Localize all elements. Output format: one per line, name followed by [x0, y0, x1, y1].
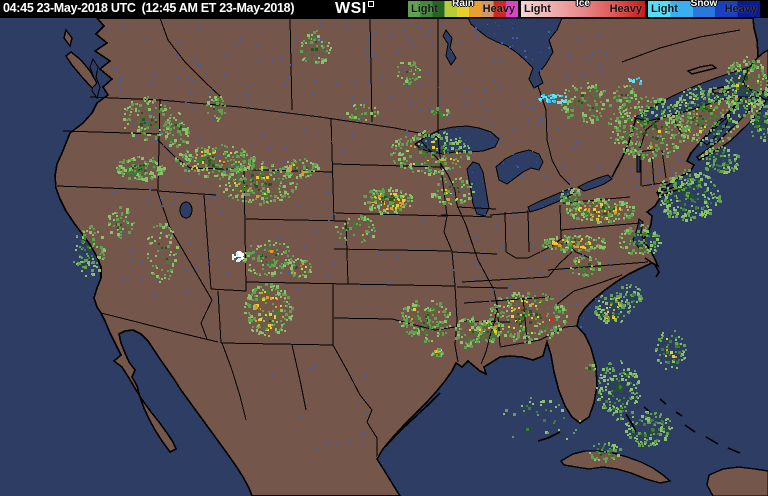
legend-rain-light-label: Light	[411, 3, 438, 15]
timestamp-utc: 04:45 23-May-2018 UTC	[3, 1, 136, 15]
radar-echo-layer	[0, 18, 768, 496]
timestamp: 04:45 23-May-2018 UTC (12:45 AM ET 23-May…	[3, 1, 295, 15]
legend-ice-label: Ice	[576, 0, 590, 9]
wsi-trademark-icon	[367, 1, 374, 7]
legend-ice-ramp: Ice Light Heavy	[521, 0, 645, 17]
timestamp-local: (12:45 AM ET 23-May-2018)	[141, 1, 295, 15]
wsi-logo: WSI	[335, 0, 374, 18]
legend-snow-heavy-label: Heavy	[724, 3, 757, 15]
legend-ice-light-label: Light	[524, 3, 551, 15]
legend-ice-heavy-label: Heavy	[609, 3, 642, 15]
legend-rain-ramp: Rain Light Heavy	[408, 0, 518, 17]
legend-snow-light-label: Light	[651, 3, 678, 15]
header-bar: 04:45 23-May-2018 UTC (12:45 AM ET 23-May…	[0, 0, 768, 18]
legend-rain-label: Rain	[452, 0, 474, 9]
legend-rain-heavy-label: Heavy	[482, 3, 515, 15]
legend-snow-ramp: Snow Light Heavy	[648, 0, 760, 17]
legend-snow-label: Snow	[690, 0, 718, 9]
